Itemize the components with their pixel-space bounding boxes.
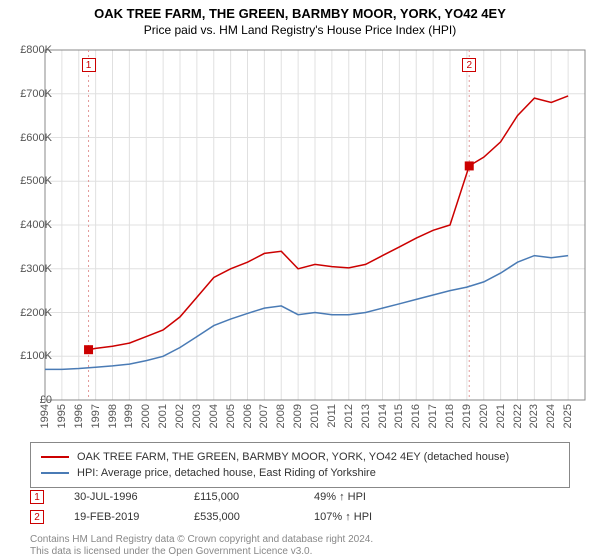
x-tick-label: 2011 — [326, 404, 338, 428]
x-tick-label: 1996 — [73, 404, 85, 428]
transaction-marker: 2 — [30, 510, 44, 524]
y-tick-label: £100K — [8, 350, 52, 362]
transaction-row: 2 19-FEB-2019 £535,000 107% ↑ HPI — [30, 510, 570, 524]
y-tick-label: £500K — [8, 175, 52, 187]
chart-subtitle: Price paid vs. HM Land Registry's House … — [0, 21, 600, 37]
x-tick-label: 2010 — [309, 404, 321, 428]
y-tick-label: £300K — [8, 263, 52, 275]
legend-item: OAK TREE FARM, THE GREEN, BARMBY MOOR, Y… — [41, 449, 559, 465]
y-tick-label: £800K — [8, 44, 52, 56]
y-tick-label: £400K — [8, 219, 52, 231]
y-tick-label: £200K — [8, 307, 52, 319]
chart-title: OAK TREE FARM, THE GREEN, BARMBY MOOR, Y… — [0, 0, 600, 21]
x-tick-label: 2023 — [528, 404, 540, 428]
x-tick-label: 2018 — [444, 404, 456, 428]
x-tick-label: 2024 — [545, 404, 557, 428]
transaction-vs-hpi: 49% ↑ HPI — [314, 491, 404, 503]
legend-item: HPI: Average price, detached house, East… — [41, 465, 559, 481]
x-tick-label: 2015 — [393, 404, 405, 428]
x-tick-label: 2002 — [174, 404, 186, 428]
license-text: Contains HM Land Registry data © Crown c… — [30, 534, 373, 558]
x-tick-label: 2006 — [242, 404, 254, 428]
x-tick-label: 2000 — [140, 404, 152, 428]
x-tick-label: 2019 — [461, 404, 473, 428]
x-tick-label: 2005 — [225, 404, 237, 428]
legend-label: HPI: Average price, detached house, East… — [77, 467, 376, 479]
x-tick-label: 1999 — [123, 404, 135, 428]
transaction-price: £115,000 — [194, 491, 284, 503]
transaction-row: 1 30-JUL-1996 £115,000 49% ↑ HPI — [30, 490, 570, 504]
transaction-date: 19-FEB-2019 — [74, 511, 164, 523]
x-tick-label: 2007 — [258, 404, 270, 428]
x-tick-label: 2004 — [208, 404, 220, 428]
y-tick-label: £600K — [8, 132, 52, 144]
chart-container: OAK TREE FARM, THE GREEN, BARMBY MOOR, Y… — [0, 0, 600, 560]
x-tick-label: 1995 — [56, 404, 68, 428]
x-tick-label: 2003 — [191, 404, 203, 428]
x-tick-label: 2025 — [562, 404, 574, 428]
x-tick-label: 2009 — [292, 404, 304, 428]
x-tick-label: 2008 — [275, 404, 287, 428]
x-tick-label: 2017 — [427, 404, 439, 428]
x-tick-label: 2022 — [512, 404, 524, 428]
x-tick-label: 2014 — [377, 404, 389, 428]
legend-label: OAK TREE FARM, THE GREEN, BARMBY MOOR, Y… — [77, 451, 509, 463]
legend: OAK TREE FARM, THE GREEN, BARMBY MOOR, Y… — [30, 442, 570, 488]
plot-area — [45, 50, 585, 400]
transaction-marker: 1 — [30, 490, 44, 504]
transaction-vs-hpi: 107% ↑ HPI — [314, 511, 404, 523]
legend-swatch — [41, 456, 69, 458]
chart-svg — [45, 50, 585, 400]
transaction-date: 30-JUL-1996 — [74, 491, 164, 503]
legend-swatch — [41, 472, 69, 474]
x-tick-label: 1997 — [90, 404, 102, 428]
transaction-price: £535,000 — [194, 511, 284, 523]
x-tick-label: 2012 — [343, 404, 355, 428]
x-tick-label: 1994 — [39, 404, 51, 428]
x-tick-label: 2020 — [478, 404, 490, 428]
x-tick-label: 2021 — [495, 404, 507, 428]
x-tick-label: 2016 — [410, 404, 422, 428]
y-tick-label: £700K — [8, 88, 52, 100]
chart-marker: 1 — [82, 58, 96, 72]
x-tick-label: 1998 — [107, 404, 119, 428]
x-tick-label: 2013 — [360, 404, 372, 428]
chart-marker: 2 — [462, 58, 476, 72]
x-tick-label: 2001 — [157, 404, 169, 428]
